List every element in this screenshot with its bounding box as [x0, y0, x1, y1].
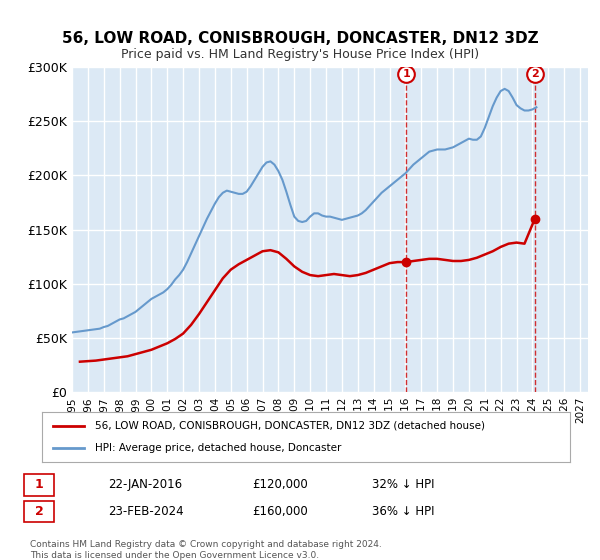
Text: £160,000: £160,000 — [252, 505, 308, 518]
Text: HPI: Average price, detached house, Doncaster: HPI: Average price, detached house, Donc… — [95, 443, 341, 453]
Text: 56, LOW ROAD, CONISBROUGH, DONCASTER, DN12 3DZ: 56, LOW ROAD, CONISBROUGH, DONCASTER, DN… — [62, 31, 538, 46]
Text: 36% ↓ HPI: 36% ↓ HPI — [372, 505, 434, 518]
Text: 23-FEB-2024: 23-FEB-2024 — [108, 505, 184, 518]
Text: 56, LOW ROAD, CONISBROUGH, DONCASTER, DN12 3DZ (detached house): 56, LOW ROAD, CONISBROUGH, DONCASTER, DN… — [95, 421, 485, 431]
Text: 2: 2 — [531, 69, 539, 79]
Text: 2: 2 — [35, 505, 43, 518]
Text: Contains HM Land Registry data © Crown copyright and database right 2024.
This d: Contains HM Land Registry data © Crown c… — [30, 540, 382, 560]
Text: 32% ↓ HPI: 32% ↓ HPI — [372, 478, 434, 492]
Text: 1: 1 — [403, 69, 410, 79]
Text: 1: 1 — [35, 478, 43, 492]
Text: £120,000: £120,000 — [252, 478, 308, 492]
FancyBboxPatch shape — [24, 501, 54, 522]
Text: 22-JAN-2016: 22-JAN-2016 — [108, 478, 182, 492]
FancyBboxPatch shape — [24, 474, 54, 496]
Text: Price paid vs. HM Land Registry's House Price Index (HPI): Price paid vs. HM Land Registry's House … — [121, 48, 479, 60]
